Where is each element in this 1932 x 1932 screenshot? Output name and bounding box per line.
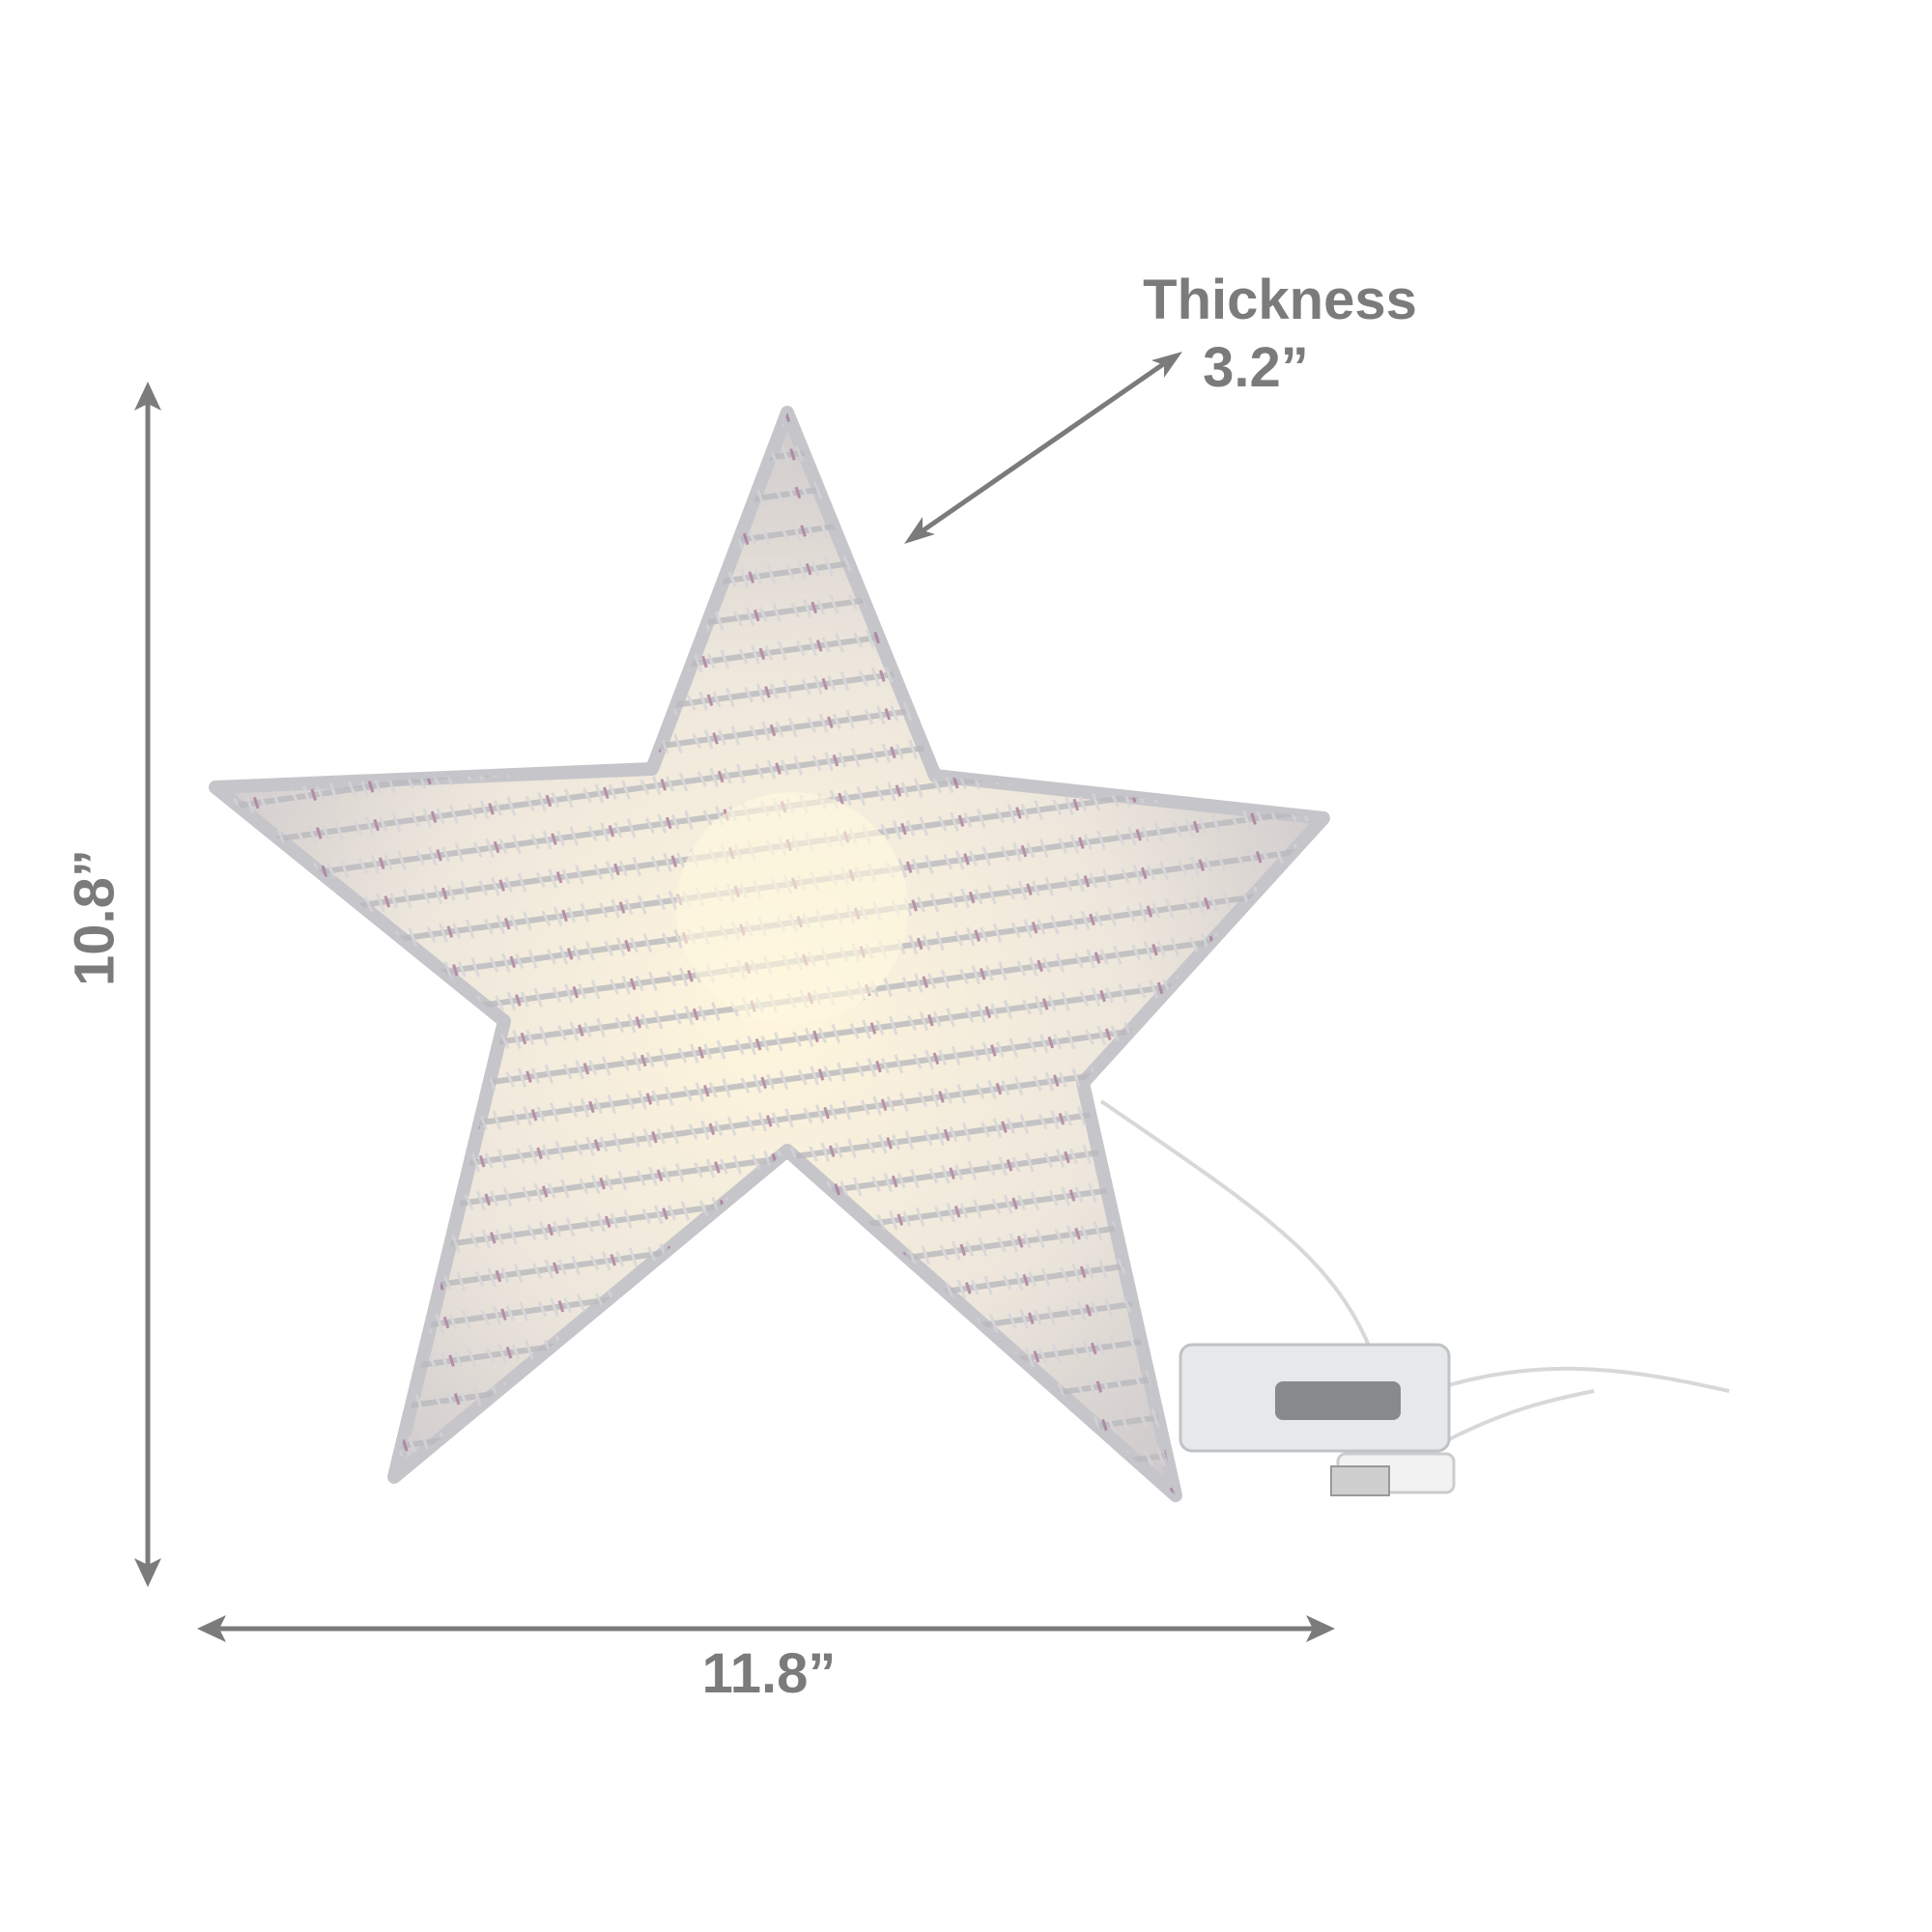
thickness-label: 3.2” bbox=[1203, 336, 1309, 399]
height-label: 10.8” bbox=[63, 849, 126, 986]
thickness-arrow bbox=[904, 352, 1182, 544]
thickness-title: Thickness bbox=[1143, 269, 1417, 331]
height-arrow bbox=[134, 382, 161, 1587]
width-label: 11.8” bbox=[702, 1642, 837, 1705]
battery-pack bbox=[1099, 1099, 1730, 1496]
width-arrow bbox=[197, 1615, 1335, 1642]
star-ornament bbox=[209, 406, 1330, 1502]
